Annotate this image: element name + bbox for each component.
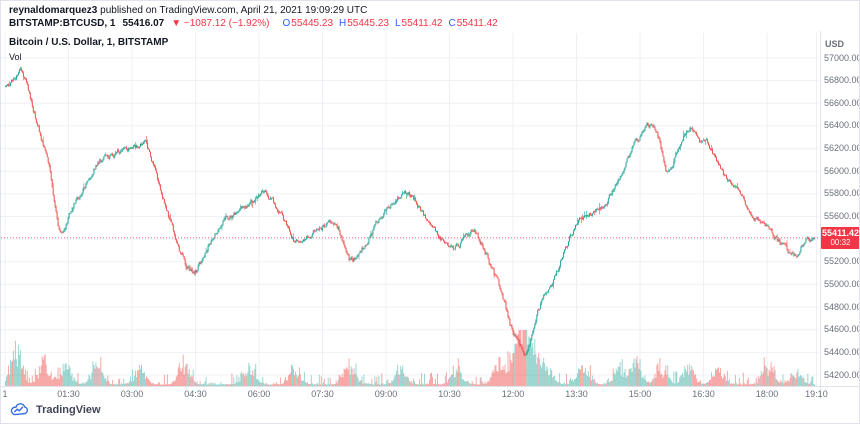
publish-text: published on TradingView.com, April 21, …	[97, 5, 368, 16]
chart-legend[interactable]: Bitcoin / U.S. Dollar, 1, BITSTAMP	[9, 37, 169, 48]
ohlc-label: H	[339, 18, 347, 29]
symbol-interval[interactable]: BITSTAMP:BTCUSD, 1	[9, 18, 116, 29]
volume-legend[interactable]: Vol	[9, 52, 22, 62]
publish-info: reynaldomarquez3 published on TradingVie…	[9, 5, 367, 16]
ohlc-value: 55411.42	[401, 18, 443, 29]
ohlc-label: C	[448, 18, 456, 29]
watermark-brand: TradingView	[36, 404, 101, 416]
badge-price: 55411.42	[821, 228, 860, 239]
ohlc-value: 55445.23	[347, 18, 389, 29]
ohlc-label: L	[394, 18, 401, 29]
currency-label: USD	[825, 39, 845, 49]
symbol-header: BITSTAMP:BTCUSD, 1 55416.07 ▼ −1087.12 (…	[9, 18, 498, 29]
down-arrow-icon: ▼	[171, 18, 182, 29]
tradingview-watermark[interactable]: TradingView	[9, 402, 101, 418]
ohlc-value: 55411.42	[456, 18, 498, 29]
last-price-value: 55416.07	[122, 18, 165, 29]
badge-countdown: 00:32	[830, 238, 851, 248]
username: reynaldomarquez3	[9, 5, 98, 16]
change-value: −1087.12 (−1.92%)	[183, 18, 270, 29]
ohlc-value: 55445.23	[291, 18, 334, 29]
price-change: ▼ −1087.12 (−1.92%)	[171, 18, 269, 29]
last-price-badge: 55411.42 00:32	[821, 227, 860, 250]
tradingview-logo-icon	[10, 403, 28, 416]
ohlc-label: O	[282, 18, 291, 29]
ohlc-readout: O55445.23 H55445.23 L55411.42 C55411.42	[277, 18, 498, 29]
